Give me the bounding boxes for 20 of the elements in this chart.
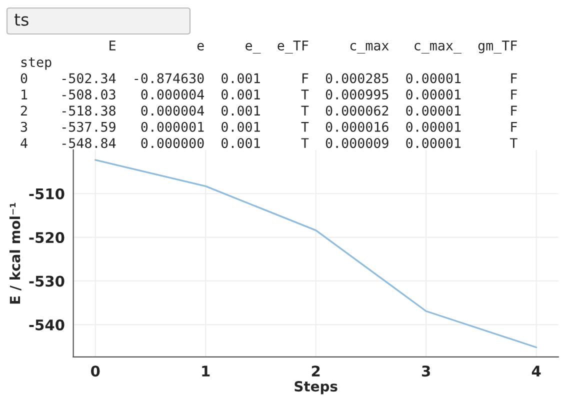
x-axis-title: Steps: [294, 381, 338, 394]
x-tick-label: 4: [532, 366, 541, 376]
y-tick-label: -510: [29, 188, 64, 200]
y-tick-label: -520: [29, 232, 64, 244]
x-tick-label: 1: [202, 366, 210, 376]
text: E e e_ e_TF c_max c_max_ gm_TF: [110, 40, 517, 54]
x-tick-label: 3: [422, 366, 430, 377]
text: 2 -518.38 0.000004 0.001 T 0.000062 0.00001 F: [20, 106, 517, 116]
text: 3 -537.59 0.000001 0.001 T 0.000016 0.00001 F: [20, 122, 517, 132]
line-series: [94, 159, 538, 348]
y-axis-title: E / kcal mol⁻¹: [9, 202, 22, 304]
text: 0 -502.34 -0.874630 0.001 F 0.000285 0.00001 F: [20, 73, 517, 84]
text: 4 -548.84 0.000000 0.001 T 0.000009 0.00001 T: [20, 138, 518, 148]
x-tick-label: 0: [90, 366, 100, 377]
y-tick-label: -540: [29, 319, 64, 330]
text: step: [21, 58, 52, 70]
y-tick-label: -530: [29, 276, 64, 287]
x-tick-label: 2: [312, 366, 320, 376]
text: 1 -508.03 0.000004 0.001 T 0.000995 0.00001 F: [22, 89, 517, 100]
text: ts: [14, 14, 28, 26]
